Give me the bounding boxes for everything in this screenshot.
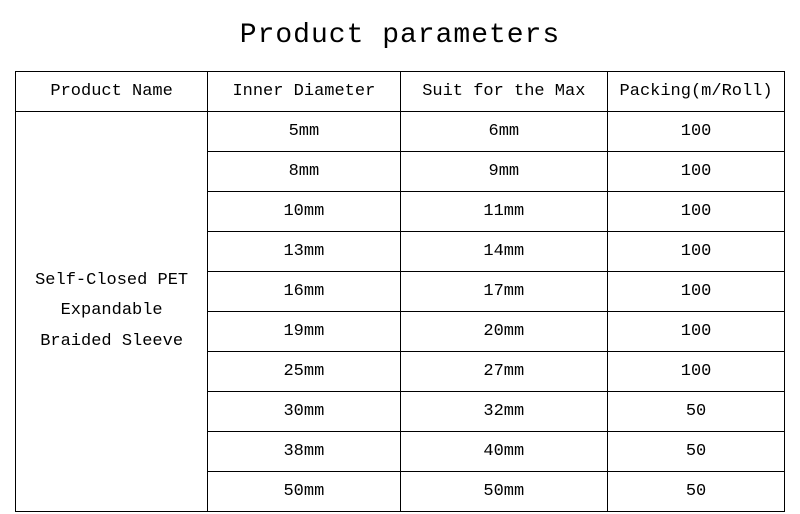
suit-max-cell: 20mm: [400, 312, 608, 352]
inner-diameter-cell: 8mm: [208, 152, 400, 192]
inner-diameter-cell: 16mm: [208, 272, 400, 312]
table-header-row: Product Name Inner Diameter Suit for the…: [16, 72, 785, 112]
packing-cell: 100: [608, 312, 785, 352]
table-row: Self-Closed PETExpandableBraided Sleeve5…: [16, 112, 785, 152]
page-title: Product parameters: [15, 20, 785, 51]
suit-max-cell: 40mm: [400, 432, 608, 472]
product-name-cell: Self-Closed PETExpandableBraided Sleeve: [16, 112, 208, 512]
inner-diameter-cell: 38mm: [208, 432, 400, 472]
inner-diameter-cell: 13mm: [208, 232, 400, 272]
inner-diameter-cell: 19mm: [208, 312, 400, 352]
header-inner-diameter: Inner Diameter: [208, 72, 400, 112]
packing-cell: 100: [608, 232, 785, 272]
table-body: Self-Closed PETExpandableBraided Sleeve5…: [16, 112, 785, 512]
suit-max-cell: 9mm: [400, 152, 608, 192]
suit-max-cell: 11mm: [400, 192, 608, 232]
packing-cell: 50: [608, 432, 785, 472]
inner-diameter-cell: 5mm: [208, 112, 400, 152]
packing-cell: 100: [608, 192, 785, 232]
suit-max-cell: 27mm: [400, 352, 608, 392]
header-packing: Packing(m/Roll): [608, 72, 785, 112]
packing-cell: 50: [608, 392, 785, 432]
inner-diameter-cell: 30mm: [208, 392, 400, 432]
packing-cell: 100: [608, 272, 785, 312]
header-suit-max: Suit for the Max: [400, 72, 608, 112]
suit-max-cell: 14mm: [400, 232, 608, 272]
packing-cell: 100: [608, 352, 785, 392]
packing-cell: 100: [608, 152, 785, 192]
packing-cell: 50: [608, 472, 785, 512]
suit-max-cell: 17mm: [400, 272, 608, 312]
packing-cell: 100: [608, 112, 785, 152]
inner-diameter-cell: 25mm: [208, 352, 400, 392]
suit-max-cell: 50mm: [400, 472, 608, 512]
inner-diameter-cell: 50mm: [208, 472, 400, 512]
suit-max-cell: 6mm: [400, 112, 608, 152]
header-product-name: Product Name: [16, 72, 208, 112]
inner-diameter-cell: 10mm: [208, 192, 400, 232]
parameters-table: Product Name Inner Diameter Suit for the…: [15, 71, 785, 512]
suit-max-cell: 32mm: [400, 392, 608, 432]
